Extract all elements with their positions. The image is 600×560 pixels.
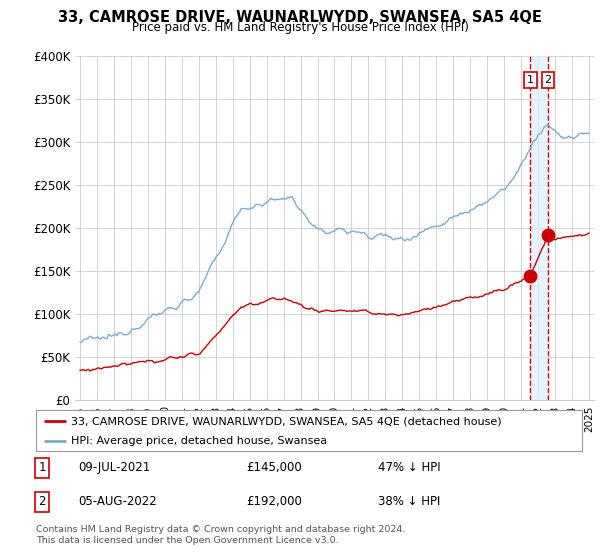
Text: 1: 1 xyxy=(527,75,534,85)
Text: 1: 1 xyxy=(38,461,46,474)
Text: Contains HM Land Registry data © Crown copyright and database right 2024.
This d: Contains HM Land Registry data © Crown c… xyxy=(36,525,406,545)
Text: 47% ↓ HPI: 47% ↓ HPI xyxy=(378,461,440,474)
Text: HPI: Average price, detached house, Swansea: HPI: Average price, detached house, Swan… xyxy=(71,436,328,446)
Text: 2: 2 xyxy=(38,496,46,508)
Text: 09-JUL-2021: 09-JUL-2021 xyxy=(78,461,150,474)
Text: Price paid vs. HM Land Registry's House Price Index (HPI): Price paid vs. HM Land Registry's House … xyxy=(131,21,469,34)
Bar xyxy=(530,56,548,400)
Text: 33, CAMROSE DRIVE, WAUNARLWYDD, SWANSEA, SA5 4QE: 33, CAMROSE DRIVE, WAUNARLWYDD, SWANSEA,… xyxy=(58,10,542,25)
Text: 05-AUG-2022: 05-AUG-2022 xyxy=(78,496,157,508)
Text: £192,000: £192,000 xyxy=(246,496,302,508)
Text: 38% ↓ HPI: 38% ↓ HPI xyxy=(378,496,440,508)
Text: 2: 2 xyxy=(544,75,551,85)
Text: £145,000: £145,000 xyxy=(246,461,302,474)
Text: 33, CAMROSE DRIVE, WAUNARLWYDD, SWANSEA, SA5 4QE (detached house): 33, CAMROSE DRIVE, WAUNARLWYDD, SWANSEA,… xyxy=(71,417,502,426)
